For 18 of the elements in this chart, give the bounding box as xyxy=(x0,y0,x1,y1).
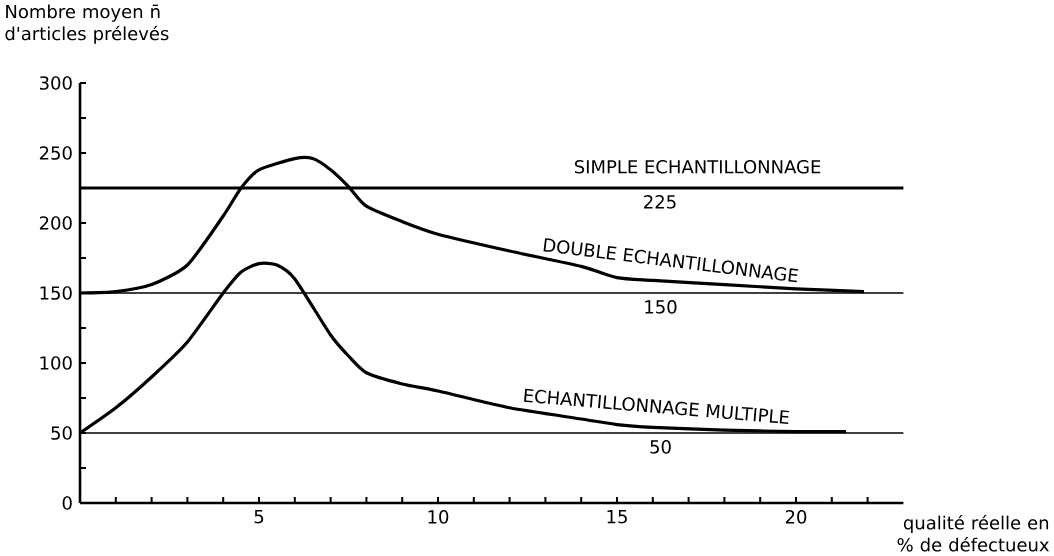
y-tick-label: 0 xyxy=(62,496,72,510)
series-label: SIMPLE ECHANTILLONNAGE xyxy=(574,159,821,174)
x-axis-title: qualité réelle en % de défectueux xyxy=(897,514,1049,552)
y-tick-label: 150 xyxy=(40,286,72,300)
annotation: 225 xyxy=(644,195,676,209)
x-tick-label: 15 xyxy=(607,510,627,524)
y-tick-label: 50 xyxy=(51,426,72,440)
x-tick-label: 20 xyxy=(785,510,807,524)
y-tick-label: 100 xyxy=(40,356,72,370)
y-tick-label: 200 xyxy=(39,216,72,230)
x-tick-label: 10 xyxy=(428,510,449,524)
y-tick-label: 300 xyxy=(39,76,72,90)
ref-line-label: 50 xyxy=(650,440,671,454)
series-label: ECHANTILLONNAGE MULTIPLE xyxy=(524,388,790,424)
y-tick-label: 250 xyxy=(39,146,72,160)
ref-line-label: 150 xyxy=(645,300,677,314)
x-tick-label: 5 xyxy=(254,510,264,524)
y-axis-title: Nombre moyen n̄ d'articles prélevés xyxy=(5,4,169,44)
